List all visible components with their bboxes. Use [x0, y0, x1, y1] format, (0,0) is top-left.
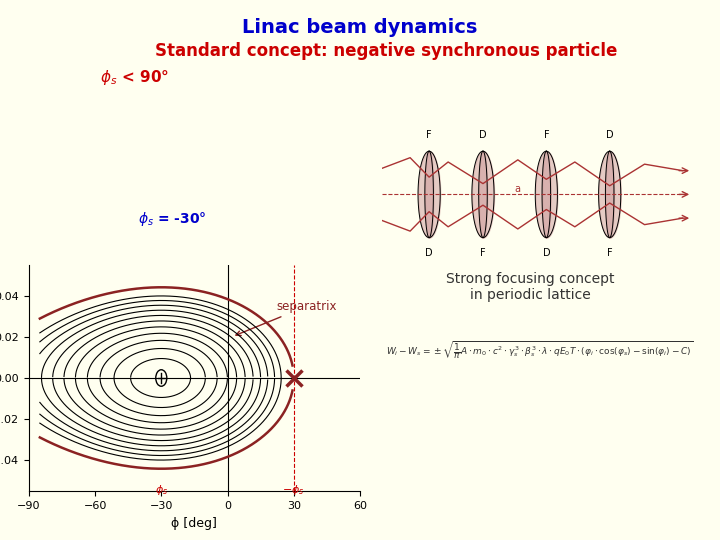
- Text: F: F: [607, 248, 613, 259]
- Text: Strong focusing concept: Strong focusing concept: [446, 272, 614, 286]
- Text: F: F: [480, 248, 486, 259]
- Text: D: D: [543, 248, 550, 259]
- Text: D: D: [480, 130, 487, 140]
- Text: $\phi_s$: $\phi_s$: [155, 483, 168, 497]
- Text: F: F: [426, 130, 432, 140]
- Text: Linac beam dynamics: Linac beam dynamics: [243, 18, 477, 37]
- Text: separatrix: separatrix: [236, 300, 336, 335]
- X-axis label: ϕ [deg]: ϕ [deg]: [171, 517, 217, 530]
- Text: Standard concept: negative synchronous particle: Standard concept: negative synchronous p…: [155, 42, 617, 60]
- Text: D: D: [426, 248, 433, 259]
- Text: F: F: [544, 130, 549, 140]
- Text: $W_i - W_s = \pm\sqrt{\dfrac{1}{\pi} A \cdot m_0 \cdot c^2 \cdot \gamma_s^3 \cdo: $W_i - W_s = \pm\sqrt{\dfrac{1}{\pi} A \…: [387, 339, 693, 361]
- Text: $\phi_s$ < 90°: $\phi_s$ < 90°: [100, 68, 169, 87]
- Text: in periodic lattice: in periodic lattice: [469, 288, 590, 302]
- Text: $-\phi_s$: $-\phi_s$: [282, 483, 305, 497]
- Text: $\phi_s$ = -30°: $\phi_s$ = -30°: [138, 210, 207, 228]
- Text: a: a: [515, 184, 521, 193]
- Text: D: D: [606, 130, 613, 140]
